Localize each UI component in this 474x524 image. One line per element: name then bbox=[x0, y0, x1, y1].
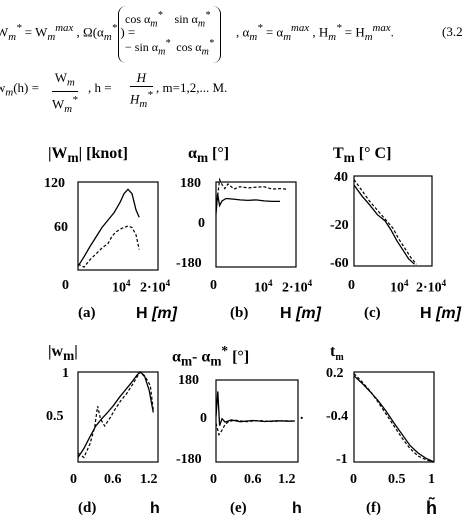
plot-frame bbox=[77, 181, 159, 271]
series-line-dashed bbox=[215, 177, 287, 211]
panel-e-tag: (e) bbox=[230, 500, 247, 516]
panel-e-title: αm- αm* [°] bbox=[172, 343, 250, 369]
stray-dot: . bbox=[300, 408, 304, 423]
panel-c-title: Tm [° C] bbox=[333, 145, 392, 166]
panel-d-xtick: 1.2 bbox=[140, 472, 158, 487]
panel-a-xtick: 2·104 bbox=[140, 278, 171, 296]
plot-frame bbox=[353, 371, 435, 463]
panel-f-ytick: -0.4 bbox=[326, 409, 349, 424]
equation-number: (3.2 bbox=[442, 24, 463, 39]
plot-frame bbox=[77, 371, 159, 463]
panel-b-tag: (b) bbox=[230, 305, 249, 321]
panel-c-ytick: 40 bbox=[334, 170, 348, 185]
series-line-solid bbox=[215, 193, 280, 214]
panel-a-xtick: 104 bbox=[112, 278, 131, 296]
panel-f-xtick: 0 bbox=[350, 472, 357, 487]
equation-line-2-end: , m=1,2,... M. bbox=[156, 80, 228, 95]
panel-f-xtick: 0.5 bbox=[388, 472, 406, 487]
panel-d-ytick: 0.5 bbox=[46, 409, 64, 424]
panel-c-xtick: 0 bbox=[348, 278, 355, 293]
series-line-dashed bbox=[353, 373, 435, 463]
plot-frame bbox=[353, 175, 433, 267]
series-line-dashed bbox=[215, 419, 296, 437]
panel-c-xtick: 2·104 bbox=[416, 278, 447, 296]
panel-b-xtick: 0 bbox=[210, 278, 217, 293]
panel-f-xlabel: h̃ bbox=[426, 498, 437, 518]
panel-e-ytick: -180 bbox=[176, 452, 202, 467]
equation-line-2: wm(h) = bbox=[0, 80, 39, 99]
panel-b-ytick: 180 bbox=[180, 176, 201, 191]
series-line-dashed bbox=[77, 225, 140, 268]
panel-c-xtick: 104 bbox=[390, 278, 409, 296]
panel-f-tag: (f) bbox=[366, 500, 381, 516]
panel-a-ytick: 60 bbox=[54, 220, 68, 235]
panel-e-xtick: 0.6 bbox=[244, 472, 262, 487]
panel-b-ytick: -180 bbox=[176, 256, 202, 271]
panel-a-plot bbox=[77, 181, 159, 271]
panel-d-xtick: 0 bbox=[70, 472, 77, 487]
panel-e-ytick: 0 bbox=[200, 411, 207, 426]
panel-e-ytick: 180 bbox=[178, 373, 199, 388]
rotation-matrix: cos αm* sin αm* − sin αm* cos αm* bbox=[118, 6, 221, 63]
panel-b-xtick: 2·104 bbox=[282, 278, 313, 296]
panel-c-plot bbox=[353, 175, 433, 267]
panel-f-ytick: -1 bbox=[336, 452, 348, 467]
panel-a-xlabel: H [m] bbox=[136, 305, 177, 322]
panel-e-xtick: 0 bbox=[210, 472, 217, 487]
panel-f-title: tm bbox=[330, 343, 344, 364]
series-line-dashed bbox=[353, 179, 417, 265]
plot-frame bbox=[215, 181, 297, 268]
series-line-solid bbox=[353, 375, 435, 463]
series-line-solid bbox=[77, 188, 140, 267]
equation-line-2-mid: , h = bbox=[88, 80, 112, 95]
panel-b-plot bbox=[215, 177, 297, 268]
panel-e-xtick: 1.2 bbox=[278, 472, 296, 487]
series-line-dashed bbox=[77, 371, 154, 459]
panel-a-xtick: 0 bbox=[62, 278, 69, 293]
panel-f-ytick: 0.2 bbox=[326, 366, 344, 381]
panel-a-tag: (a) bbox=[78, 305, 96, 321]
panel-c-ytick: -20 bbox=[330, 218, 349, 233]
panel-b-xtick: 104 bbox=[254, 278, 273, 296]
panel-d-tag: (d) bbox=[78, 500, 97, 516]
panel-d-ytick: 1 bbox=[62, 366, 69, 381]
panel-b-ytick: 0 bbox=[198, 216, 205, 231]
panel-a-ytick: 120 bbox=[44, 176, 65, 191]
panel-d-title: |wm| bbox=[48, 343, 78, 364]
panel-d-xtick: 0.6 bbox=[104, 472, 122, 487]
plot-frame bbox=[215, 379, 299, 463]
panel-d-xlabel: h bbox=[150, 500, 160, 517]
panel-c-xlabel: H [m] bbox=[420, 305, 461, 322]
panel-b-xlabel: H [m] bbox=[280, 305, 321, 322]
panel-a-title: |Wm| [knot] bbox=[48, 145, 128, 166]
panel-c-ytick: -60 bbox=[330, 256, 349, 271]
panel-e-plot bbox=[215, 379, 299, 463]
equation-line-1: Wm* = Wmmax , Ω(αm* ) = bbox=[0, 22, 136, 43]
panel-f-plot bbox=[353, 371, 435, 463]
panel-d-plot bbox=[77, 371, 159, 463]
equation-line-2-hfrac: H Hm* bbox=[130, 70, 153, 110]
panel-f-xtick: 1 bbox=[428, 472, 435, 487]
panel-e-xlabel: h bbox=[292, 500, 302, 517]
series-line-solid bbox=[353, 184, 415, 265]
equation-line-2-fraction: Wm Wm* bbox=[52, 70, 78, 115]
panel-c-tag: (c) bbox=[364, 305, 381, 321]
equation-line-1-right: , αm* = αmmax , Hm* = Hmmax. bbox=[236, 22, 394, 43]
panel-b-title: αm [°] bbox=[188, 145, 230, 166]
